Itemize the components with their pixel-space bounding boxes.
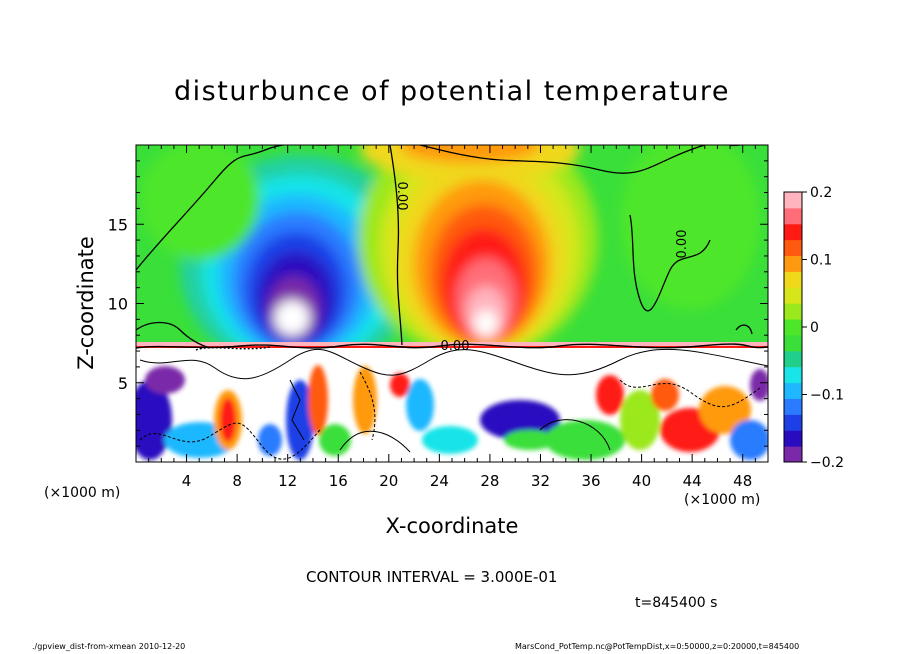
footer-command: ./gpview_dist-from-xmean 2010-12-20 (32, 642, 186, 651)
x-tick-label: 32 (531, 472, 550, 490)
lower-turbulent-layer (136, 348, 768, 462)
x-unit-label-right: (×1000 m) (684, 492, 761, 508)
colorbar-segment (784, 255, 802, 272)
colorbar-tick-label: −0.1 (810, 388, 844, 404)
colorbar-segment (784, 350, 802, 368)
interface-contours (136, 343, 768, 351)
colorbar-segment (784, 192, 802, 209)
colorbar-tick-label: 0.2 (810, 185, 832, 201)
x-tick-label: 48 (733, 472, 752, 490)
x-tick-label: 40 (632, 472, 651, 490)
colorbar (783, 191, 803, 463)
upper-anomalies (140, 145, 760, 375)
colorbar-tick-label: −0.2 (810, 455, 844, 471)
contour-labels: 0.00 0.00 0.00 (394, 182, 690, 354)
colorbar-segment (784, 303, 802, 320)
colorbar-segment (784, 430, 802, 447)
contour-label: 0.00 (675, 230, 690, 259)
x-unit-label-left: (×1000 m) (44, 485, 121, 501)
y-axis: 5 10 15 (108, 160, 768, 447)
x-tick-label: 44 (683, 472, 702, 490)
colorbar-segment (784, 319, 802, 336)
footer-source: MarsCond_PotTemp.nc@PotTempDist,x=0:5000… (515, 642, 800, 651)
zero-contours (136, 145, 753, 349)
contour-label: 0.00 (441, 339, 470, 354)
colorbar-segment (784, 414, 802, 431)
chart-title: disturbunce of potential temperature (174, 76, 730, 107)
y-tick-label: 15 (108, 215, 128, 234)
y-tick-label: 5 (118, 374, 128, 393)
colorbar-segment (784, 287, 802, 304)
colorbar-ticks: 0.2 0.1 0 −0.1 −0.2 (802, 185, 844, 471)
x-tick-label: 16 (329, 472, 348, 490)
colorbar-segment (784, 382, 802, 399)
colorbar-segment (784, 366, 802, 384)
y-tick-label: 10 (108, 295, 128, 314)
contour-interval-label: CONTOUR INTERVAL = 3.000E-01 (306, 568, 558, 586)
contour-label: 0.00 (394, 182, 409, 211)
x-tick-label: 12 (278, 472, 297, 490)
colorbar-segment (784, 239, 802, 257)
x-axis-label: X-coordinate (385, 514, 519, 538)
x-tick-label: 8 (232, 472, 242, 490)
colorbar-tick-label: 0 (810, 320, 819, 336)
time-label: t=845400 s (635, 595, 718, 611)
x-tick-label: 20 (379, 472, 398, 490)
colorbar-segment (784, 446, 802, 463)
colorbar-segment (784, 271, 802, 288)
colorbar-segment (784, 398, 802, 415)
x-tick-label: 4 (182, 472, 192, 490)
colorbar-segment (784, 223, 802, 241)
colorbar-tick-label: 0.1 (810, 253, 832, 269)
x-tick-label: 36 (581, 472, 600, 490)
x-axis: 4 8 12 16 20 24 28 32 36 40 44 48 (148, 145, 756, 490)
heatmap-field (136, 145, 768, 462)
x-tick-label: 28 (480, 472, 499, 490)
x-tick-label: 24 (430, 472, 449, 490)
colorbar-segment (784, 334, 802, 352)
colorbar-segment (784, 207, 802, 225)
